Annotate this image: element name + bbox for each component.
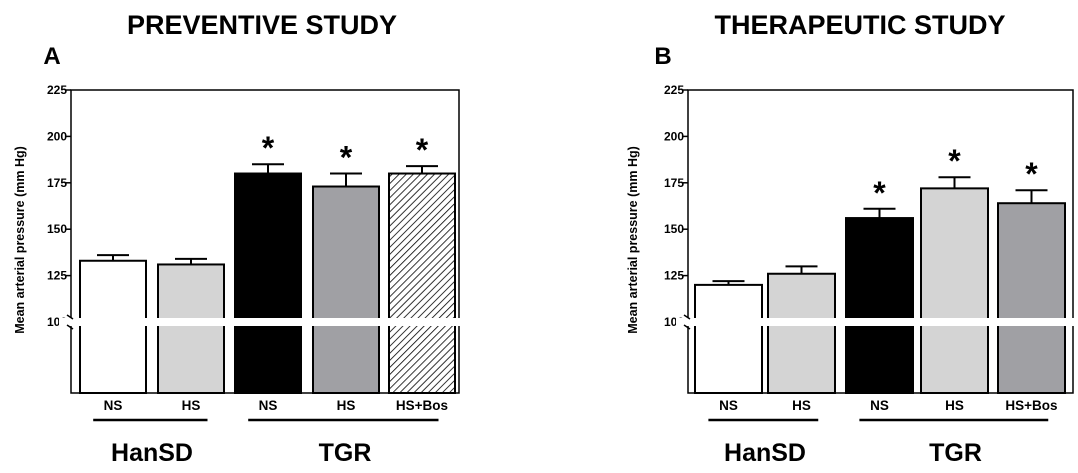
significance-mark: *: [1025, 156, 1038, 192]
y-tick-label: 225: [664, 83, 684, 97]
y-tick-label: 225: [47, 83, 67, 97]
axis-break-mark: [683, 324, 691, 330]
y-tick-label: 200: [664, 129, 684, 143]
x-tick-label: HS: [337, 398, 356, 413]
axis-break: [676, 318, 1075, 326]
y-tick-label: 175: [664, 176, 684, 190]
y-tick-label: 175: [47, 176, 67, 190]
bar: [234, 172, 302, 394]
significance-mark: *: [262, 130, 275, 166]
x-tick-label: HS: [792, 398, 811, 413]
bar: [920, 187, 989, 394]
panel-preventive: PREVENTIVE STUDY A Mean arterial pressur…: [13, 10, 461, 467]
bar: [388, 172, 456, 394]
y-tick-label: 150: [664, 222, 684, 236]
significance-mark: *: [416, 132, 429, 168]
axis-break-mark: [66, 314, 74, 320]
panel-label: B: [654, 43, 671, 70]
x-tick-label: HS: [945, 398, 964, 413]
panel-therapeutic: THERAPEUTIC STUDY B Mean arterial pressu…: [626, 10, 1075, 467]
y-axis-label: Mean arterial pressure (mm Hg): [626, 146, 640, 334]
x-tick-label: HS: [182, 398, 201, 413]
y-tick-label: 125: [47, 269, 67, 283]
chart-title: PREVENTIVE STUDY: [127, 10, 397, 40]
chart-title: THERAPEUTIC STUDY: [714, 10, 1005, 40]
x-tick-label: NS: [719, 398, 738, 413]
x-tick-label: NS: [259, 398, 278, 413]
bar: [845, 217, 914, 394]
significance-mark: *: [873, 175, 886, 211]
y-tick-label: 150: [47, 222, 67, 236]
y-tick-label: 200: [47, 129, 67, 143]
axis-break-mark: [66, 324, 74, 330]
group-label: TGR: [319, 439, 372, 467]
y-axis-label: Mean arterial pressure (mm Hg): [13, 146, 27, 334]
y-tick-label: 125: [664, 269, 684, 283]
panel-label: A: [43, 43, 60, 70]
group-label: TGR: [929, 439, 982, 467]
x-tick-label: HS+Bos: [1005, 398, 1057, 413]
x-tick-label: NS: [104, 398, 123, 413]
axis-break: [59, 318, 461, 326]
significance-mark: *: [948, 143, 961, 179]
significance-mark: *: [340, 140, 353, 176]
bar: [767, 272, 836, 394]
x-tick-label: NS: [870, 398, 889, 413]
bar: [157, 263, 225, 394]
group-label: HanSD: [111, 439, 193, 467]
bar: [79, 259, 147, 395]
group-label: HanSD: [724, 439, 806, 467]
bar: [312, 185, 380, 394]
x-tick-label: HS+Bos: [396, 398, 448, 413]
bar: [997, 202, 1066, 394]
axis-break-mark: [683, 314, 691, 320]
bar: [694, 283, 763, 395]
